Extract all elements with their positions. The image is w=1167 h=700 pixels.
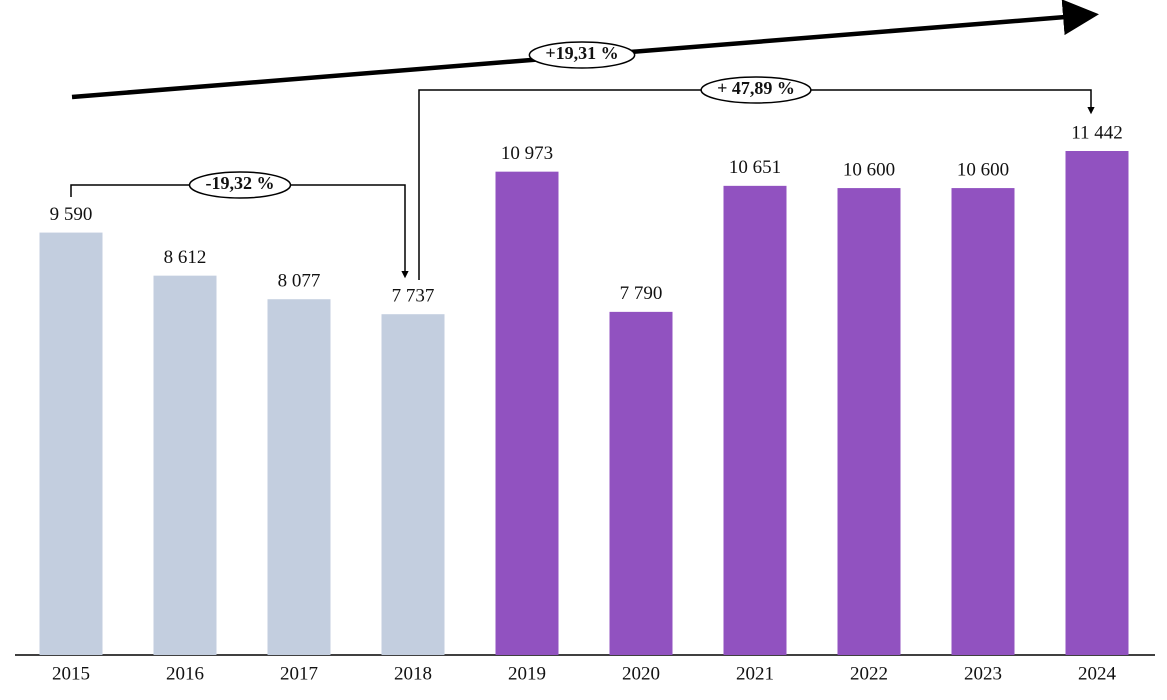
value-label: 11 442 (1071, 122, 1123, 143)
bar (1065, 151, 1129, 655)
x-tick-label: 2024 (1078, 663, 1117, 684)
x-tick-label: 2016 (166, 663, 204, 684)
annotation-bubble (700, 76, 812, 104)
bar (951, 188, 1015, 655)
annotation-label: -19,32 % (206, 173, 275, 193)
x-tick-label: 2021 (736, 663, 774, 684)
x-tick-label: 2022 (850, 663, 888, 684)
value-label: 10 973 (501, 143, 553, 164)
value-label: 8 612 (164, 247, 207, 268)
bar (837, 188, 901, 655)
x-tick-label: 2020 (622, 663, 660, 684)
x-tick-label: 2017 (280, 663, 318, 684)
value-label: 10 600 (843, 159, 895, 180)
bar (39, 232, 103, 656)
x-tick-label: 2019 (508, 663, 546, 684)
bar (609, 311, 673, 655)
bar (267, 299, 331, 655)
annotation-bubble (528, 41, 636, 69)
annotation-label: + 47,89 % (717, 78, 795, 98)
value-label: 8 077 (278, 271, 321, 292)
annotation-label: +19,31 % (545, 43, 618, 63)
bar (723, 185, 787, 655)
value-label: 7 790 (620, 283, 663, 304)
x-tick-label: 2023 (964, 663, 1002, 684)
bar (153, 275, 217, 655)
x-tick-label: 2015 (52, 663, 90, 684)
value-label: 7 737 (392, 286, 435, 307)
bar (495, 171, 559, 655)
bar (381, 314, 445, 655)
value-label: 9 590 (50, 204, 93, 225)
annotation-bubble (188, 171, 292, 199)
value-label: 10 651 (729, 157, 781, 178)
x-tick-label: 2018 (394, 663, 432, 684)
value-label: 10 600 (957, 159, 1009, 180)
